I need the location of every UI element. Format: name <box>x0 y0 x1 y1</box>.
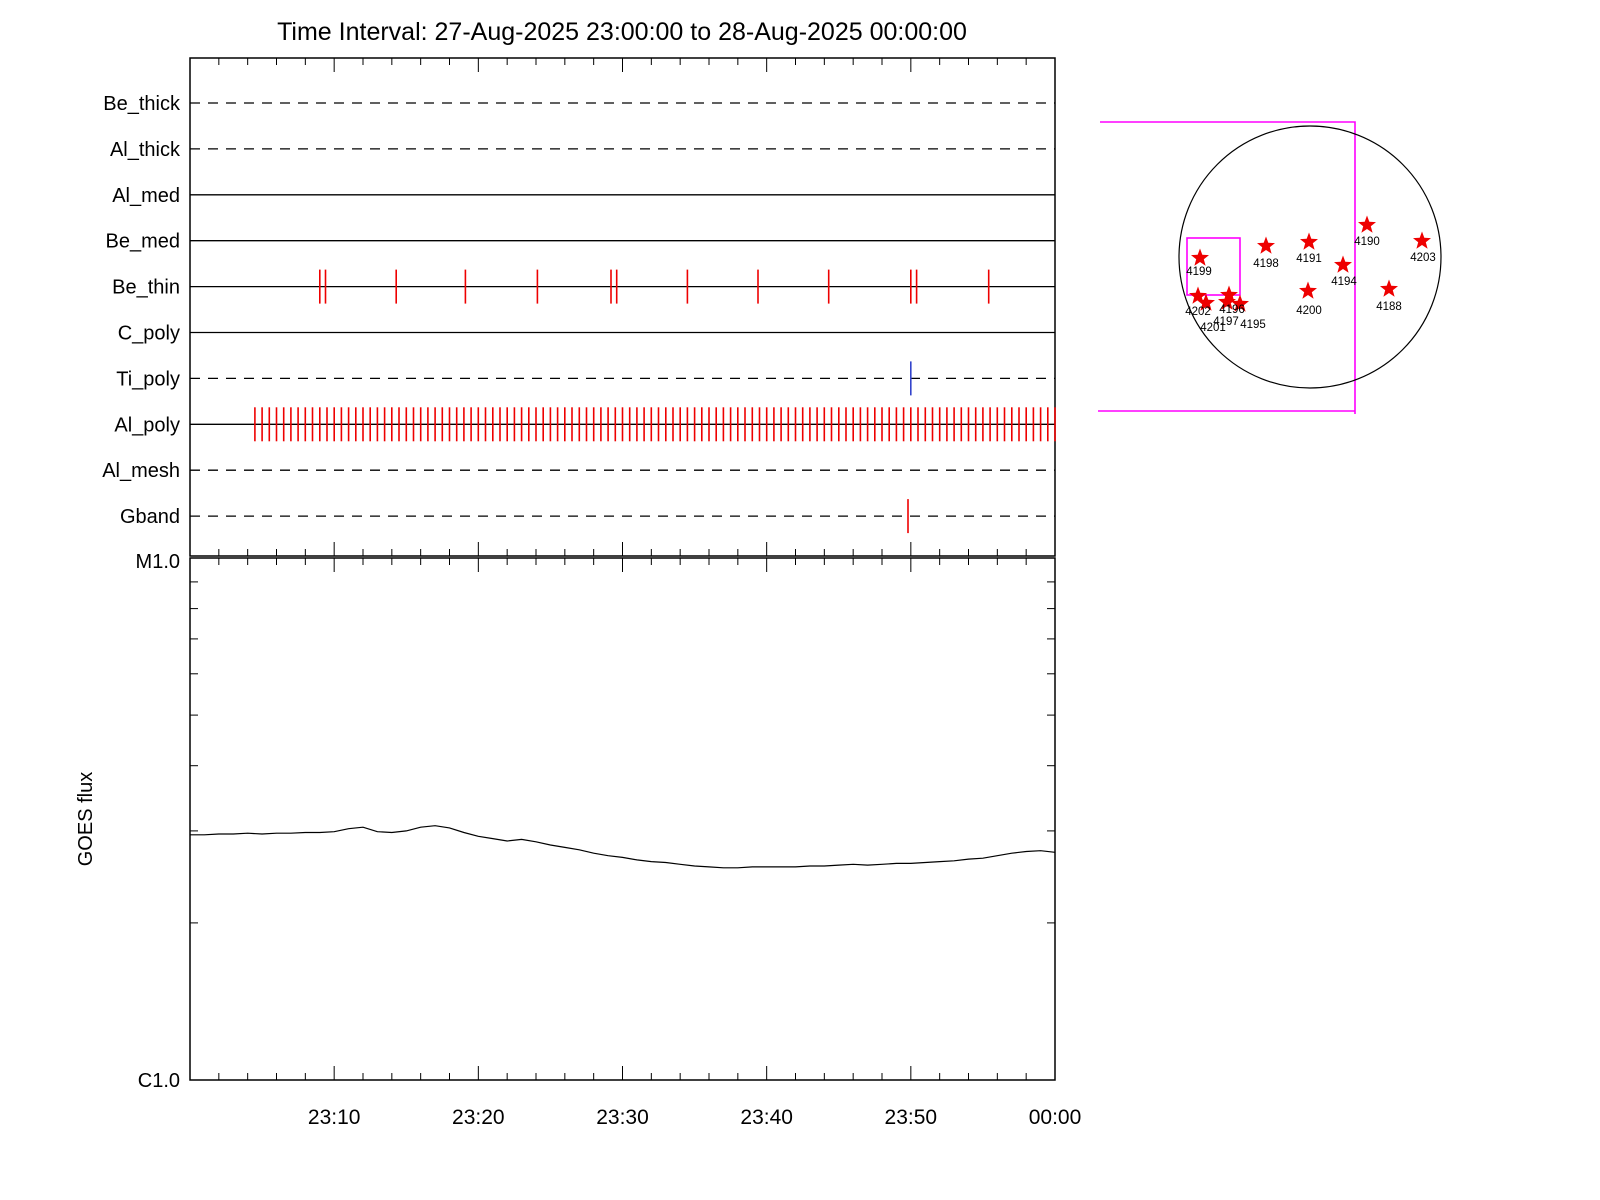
active-region-label: 4194 <box>1331 276 1357 288</box>
goes-ymin-label: C1.0 <box>138 1070 180 1092</box>
filter-row-label: Al_poly <box>114 414 180 436</box>
active-region-label: 4195 <box>1240 319 1266 331</box>
active-region-label: 4200 <box>1296 305 1322 317</box>
x-axis-tick-label: 23:30 <box>596 1106 649 1129</box>
x-axis-tick-label: 23:40 <box>740 1106 793 1129</box>
x-axis-tick-label: 23:20 <box>452 1106 505 1129</box>
goes-ymax-label: M1.0 <box>136 551 180 573</box>
goes-panel-border <box>189 557 1056 1081</box>
active-region-label: 4202 <box>1185 306 1211 318</box>
filter-panel-border <box>189 57 1056 557</box>
plot-title: Time Interval: 27-Aug-2025 23:00:00 to 2… <box>277 18 967 46</box>
active-region-star <box>1300 232 1318 250</box>
generated-plot-layer: Be_thick Al_thick Al_med Be_med Be_thin C_pol… <box>102 57 1442 1129</box>
fov-rectangle <box>1100 121 1356 414</box>
active-region-star <box>1220 285 1238 303</box>
active-region-star <box>1299 281 1317 299</box>
active-region-label: 4190 <box>1354 236 1380 248</box>
filter-row-label: Al_med <box>112 185 180 207</box>
goes-flux-curve <box>190 825 1056 869</box>
active-region-star <box>1231 294 1249 312</box>
goes-y-axis-title: GOES flux <box>75 772 97 866</box>
active-region-star <box>1334 255 1352 273</box>
filter-row-label: Al_mesh <box>102 460 180 482</box>
filter-row-label: C_poly <box>118 323 180 345</box>
x-axis-tick-label: 00:00 <box>1029 1106 1082 1129</box>
target-fov-box <box>1186 237 1241 296</box>
x-axis-tick-label: 23:50 <box>885 1106 938 1129</box>
active-region-star <box>1380 279 1398 297</box>
active-region-label: 4197 <box>1213 316 1239 328</box>
active-region-star <box>1413 231 1431 249</box>
active-region-star <box>1189 286 1207 304</box>
active-region-star <box>1257 236 1275 254</box>
active-region-label: 4203 <box>1410 252 1436 264</box>
active-region-label: 4199 <box>1186 266 1212 278</box>
active-region-label: 4196 <box>1219 304 1245 316</box>
active-region-label: 4201 <box>1200 322 1226 334</box>
filter-row-label: Be_thick <box>103 93 181 115</box>
solar-disk <box>1178 125 1442 389</box>
filter-row-label: Be_thin <box>112 277 180 299</box>
filter-row-label: Al_thick <box>110 139 181 161</box>
active-region-star <box>1197 293 1215 311</box>
active-region-star <box>1191 248 1209 266</box>
active-region-label: 4198 <box>1253 258 1279 270</box>
filter-row-label: Be_med <box>106 231 181 253</box>
filter-row-label: Gband <box>120 506 180 528</box>
filter-row-label: Ti_poly <box>116 368 180 390</box>
active-region-star <box>1358 215 1376 233</box>
active-region-star <box>1218 292 1236 310</box>
x-axis-tick-label: 23:10 <box>308 1106 361 1129</box>
active-region-label: 4191 <box>1296 253 1322 265</box>
active-region-label: 4188 <box>1376 301 1402 313</box>
